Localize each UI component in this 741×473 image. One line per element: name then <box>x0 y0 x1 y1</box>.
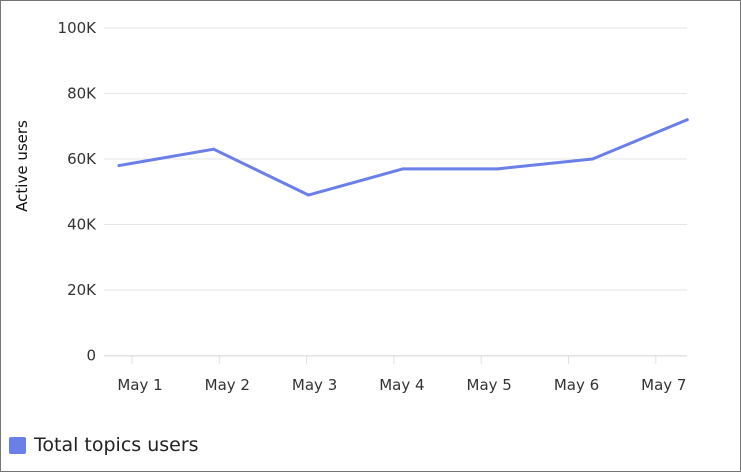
data-point <box>591 157 594 161</box>
y-tick-label: 40K <box>67 216 97 234</box>
data-point <box>212 147 216 151</box>
series-line <box>117 118 689 197</box>
y-tick-label: 20K <box>67 281 97 299</box>
y-tick-label: 100K <box>58 19 98 37</box>
data-point <box>685 118 689 122</box>
legend-label: Total topics users <box>34 434 199 456</box>
legend[interactable]: Total topics users <box>9 434 199 456</box>
y-tick-label: 60K <box>67 150 97 168</box>
y-tick-label: 0 <box>86 347 96 365</box>
y-tick-label: 80K <box>67 85 97 103</box>
data-point <box>496 167 500 171</box>
y-axis-title: Active users <box>13 120 31 212</box>
x-tick-label: May 2 <box>205 376 250 394</box>
data-point <box>117 164 121 168</box>
x-tick-label: May 5 <box>467 376 512 394</box>
x-tick-label: May 4 <box>379 376 424 394</box>
data-point <box>306 193 310 197</box>
data-point <box>401 167 405 171</box>
legend-swatch <box>9 436 26 454</box>
x-tick-label: May 3 <box>292 376 337 394</box>
x-tick-label: May 1 <box>117 376 162 394</box>
x-tick-label: May 7 <box>641 376 686 394</box>
x-tick-label: May 6 <box>554 376 599 394</box>
